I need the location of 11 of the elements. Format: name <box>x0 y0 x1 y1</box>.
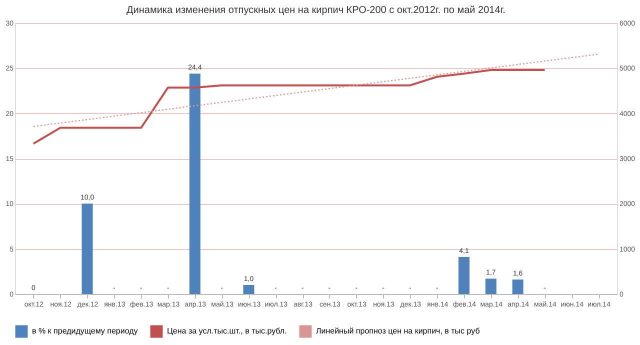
bar <box>189 74 200 294</box>
chart-title: Динамика изменения отпускных цен на кирпич КРО-200 с окт.2012г. по май 2014г. <box>126 5 506 16</box>
bar <box>512 280 524 294</box>
legend-label: Цена за усл.тыс.шт., в тыс.рубл. <box>167 326 287 336</box>
bar <box>458 256 470 294</box>
bar <box>243 284 254 294</box>
legend-label: Линейный пропноз цен на кирпич, в тыс руб <box>316 326 480 336</box>
legend-label: в % к предидущему периоду <box>32 326 138 336</box>
bar <box>82 204 93 294</box>
line-series <box>32 68 546 145</box>
bar <box>485 278 496 294</box>
